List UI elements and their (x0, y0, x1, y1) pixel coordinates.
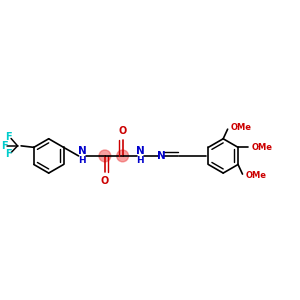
Text: N: N (78, 146, 86, 156)
Text: F: F (5, 149, 12, 159)
Text: O: O (118, 125, 127, 136)
Circle shape (99, 150, 111, 162)
Text: N: N (157, 151, 166, 161)
Text: F: F (1, 141, 8, 151)
Text: H: H (136, 156, 144, 165)
Text: OMe: OMe (246, 171, 267, 180)
Text: F: F (5, 132, 12, 142)
Text: OMe: OMe (251, 143, 272, 152)
Text: N: N (136, 146, 145, 156)
Text: H: H (78, 156, 86, 165)
Text: OMe: OMe (231, 123, 252, 132)
Text: O: O (101, 176, 109, 186)
Circle shape (117, 150, 128, 162)
